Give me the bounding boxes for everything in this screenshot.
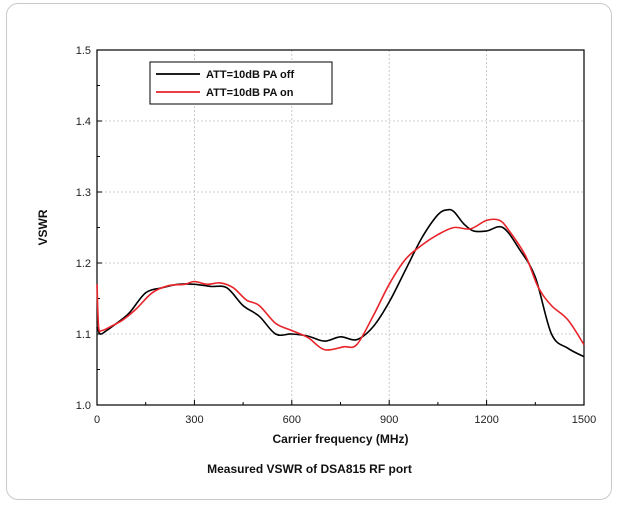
x-tick-label: 1500	[572, 414, 596, 426]
y-tick-label: 1.3	[76, 187, 91, 199]
y-axis-label: VSWR	[36, 209, 50, 245]
y-tick-label: 1.4	[76, 116, 91, 128]
y-tick-label: 1.2	[76, 258, 91, 270]
x-tick-label: 0	[94, 414, 100, 426]
y-tick-label: 1.0	[76, 400, 91, 412]
x-tick-label: 1200	[474, 414, 498, 426]
x-tick-label: 900	[380, 414, 398, 426]
series-line-2	[96, 218, 585, 351]
y-tick-label: 1.5	[76, 45, 91, 57]
axis-ticks: 0 300 600 900 1200 1500 1.0 1.1 1.2 1.3 1.4 1.5	[76, 45, 597, 426]
series-line-1	[96, 208, 585, 358]
x-axis-label: Carrier frequency (MHz)	[272, 432, 408, 446]
legend-box	[149, 61, 333, 105]
legend-label-1: ATT=10dB PA off	[206, 69, 294, 81]
legend-label-2: ATT=10dB PA on	[206, 87, 294, 99]
chart-caption: Measured VSWR of DSA815 RF port	[207, 462, 412, 476]
x-tick-label: 300	[185, 414, 203, 426]
grid-lines	[97, 50, 584, 405]
y-tick-label: 1.1	[76, 329, 91, 341]
x-tick-label: 600	[283, 414, 301, 426]
legend: ATT=10dB PA off ATT=10dB PA on	[149, 61, 333, 105]
series-group	[96, 208, 585, 358]
